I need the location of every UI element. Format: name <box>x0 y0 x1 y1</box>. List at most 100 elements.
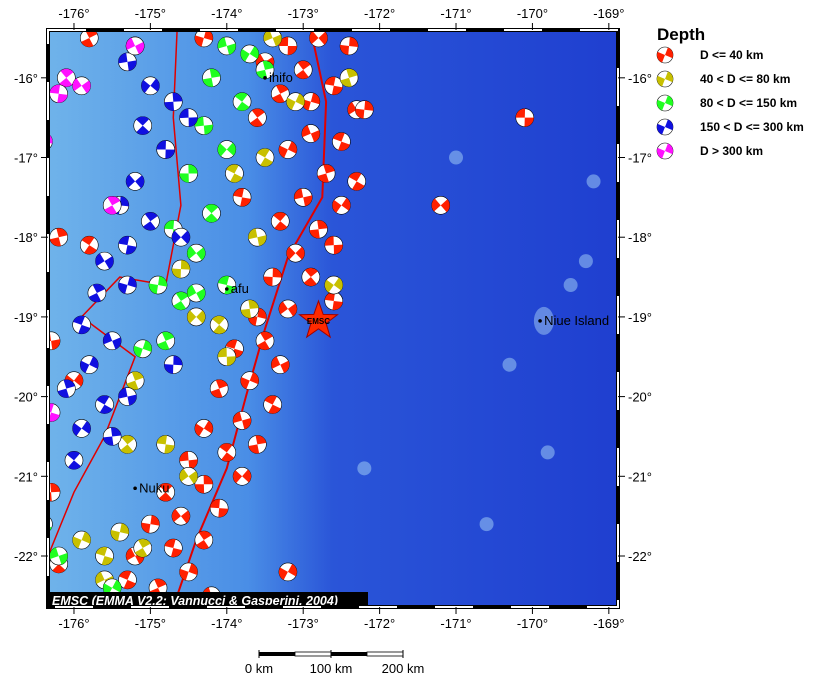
scale-label-0: 0 km <box>245 661 273 676</box>
beachball-lobe <box>355 100 374 119</box>
focal-mechanism <box>179 451 198 470</box>
beachball-lobe <box>340 36 359 55</box>
beachball-lobe <box>204 204 219 223</box>
beachball-lobe <box>273 212 288 231</box>
lon-label-bottom: -173° <box>288 616 319 631</box>
lon-label-top: -173° <box>288 6 319 21</box>
focal-mechanism <box>179 164 198 183</box>
focal-mechanism <box>179 108 198 127</box>
beachball-lobe <box>179 451 198 470</box>
beachball-lobe <box>324 236 343 255</box>
beachball-lobe <box>233 188 251 207</box>
beachball-lobe <box>103 332 122 350</box>
lon-label-top: -171° <box>440 6 471 21</box>
lon-label-bottom: -175° <box>135 616 166 631</box>
beachball-lobe <box>156 435 175 454</box>
lat-label-left: -16° <box>14 71 38 86</box>
beachball-lobe <box>88 283 105 302</box>
beachball-lobe <box>225 339 244 358</box>
focal-mechanisms <box>48 30 535 606</box>
focal-mechanism <box>431 196 451 215</box>
beachball-lobe <box>332 197 351 213</box>
focal-mechanism <box>248 108 267 127</box>
beachball-lobe <box>324 76 343 95</box>
lon-label-bottom: -172° <box>364 616 395 631</box>
legend-beachball-icon <box>656 46 674 64</box>
lon-label-top: -172° <box>364 6 395 21</box>
beachball-lobe <box>143 212 158 231</box>
focal-mechanism <box>194 530 214 550</box>
beachball-lobe <box>217 37 236 55</box>
focal-mechanism <box>156 482 175 502</box>
focal-mechanism <box>339 36 359 56</box>
focal-mechanism <box>240 299 260 319</box>
lat-label-right: -16° <box>628 71 652 86</box>
beachball-lobe <box>48 483 61 502</box>
beachball-lobe <box>248 435 267 454</box>
focal-mechanism <box>57 379 76 398</box>
beachball-lobe <box>210 499 229 518</box>
beachball-lobe <box>257 148 273 167</box>
epicenter-star[interactable]: EMSC <box>298 299 339 339</box>
epicenter-label: EMSC <box>307 317 330 326</box>
focal-mechanism <box>293 60 313 80</box>
focal-mechanism <box>232 466 252 486</box>
focal-mechanism <box>324 235 344 255</box>
place-label: afu <box>231 281 249 296</box>
focal-mechanism <box>248 227 267 247</box>
focal-mechanism <box>278 299 298 319</box>
focal-mechanism <box>133 538 153 558</box>
focal-mechanism <box>209 498 229 518</box>
focal-mechanism <box>339 68 359 88</box>
beachball-lobe <box>159 483 173 502</box>
beachball-lobe <box>133 340 152 358</box>
focal-mechanism <box>102 196 122 215</box>
beachball-lobe <box>164 355 183 374</box>
lon-label-bottom: -170° <box>517 616 548 631</box>
star-icon <box>298 299 339 339</box>
beachball-lobe <box>301 125 320 142</box>
beachball-lobe <box>118 52 137 71</box>
focal-mechanism <box>48 331 61 351</box>
focal-mechanism <box>118 570 137 590</box>
beachball-lobe <box>295 60 311 79</box>
focal-mechanism <box>141 211 160 231</box>
focal-mechanism <box>118 435 137 454</box>
place-dot <box>133 486 137 491</box>
lon-label-top: -174° <box>211 6 242 21</box>
lon-label-bottom: -169° <box>593 616 624 631</box>
lon-label-bottom: -174° <box>211 616 242 631</box>
focal-mechanism <box>48 482 61 502</box>
focal-mechanism <box>324 291 344 311</box>
focal-mechanism <box>133 116 153 135</box>
focal-mechanism <box>79 355 99 375</box>
scale-segment <box>259 652 295 656</box>
beachball-lobe <box>134 539 151 558</box>
beachball-lobe <box>49 84 68 103</box>
focal-mechanism <box>95 251 114 271</box>
lat-label-right: -21° <box>628 469 652 484</box>
beachball-lobe <box>271 356 290 373</box>
focal-mechanism <box>141 514 160 534</box>
beachball-lobe <box>657 119 673 135</box>
beachball-lobe <box>264 395 281 414</box>
focal-mechanism <box>125 36 145 56</box>
beachball-lobe <box>164 92 183 111</box>
map-area[interactable]: ihifo afu Nuku Niue Island EMSC EMSC (EMMA … <box>34 29 618 608</box>
beachball-lobe <box>72 421 91 436</box>
beachball-lobe <box>657 71 673 87</box>
place-labels: ihifo afu Nuku Niue Island <box>133 70 609 495</box>
focal-mechanism <box>171 291 191 311</box>
focal-mechanism <box>217 36 237 56</box>
focal-mechanism <box>309 219 328 239</box>
focal-mechanism <box>49 546 68 566</box>
focal-mechanism <box>118 275 137 295</box>
focal-mechanism <box>209 315 229 335</box>
focal-mechanism <box>171 227 191 247</box>
legend-beachball-icon <box>656 70 674 88</box>
beachball-lobe <box>81 236 97 255</box>
focal-mechanism <box>164 355 183 375</box>
beachball-lobe <box>141 78 160 93</box>
lat-label-left: -17° <box>14 151 38 166</box>
focal-mechanism <box>202 204 221 223</box>
